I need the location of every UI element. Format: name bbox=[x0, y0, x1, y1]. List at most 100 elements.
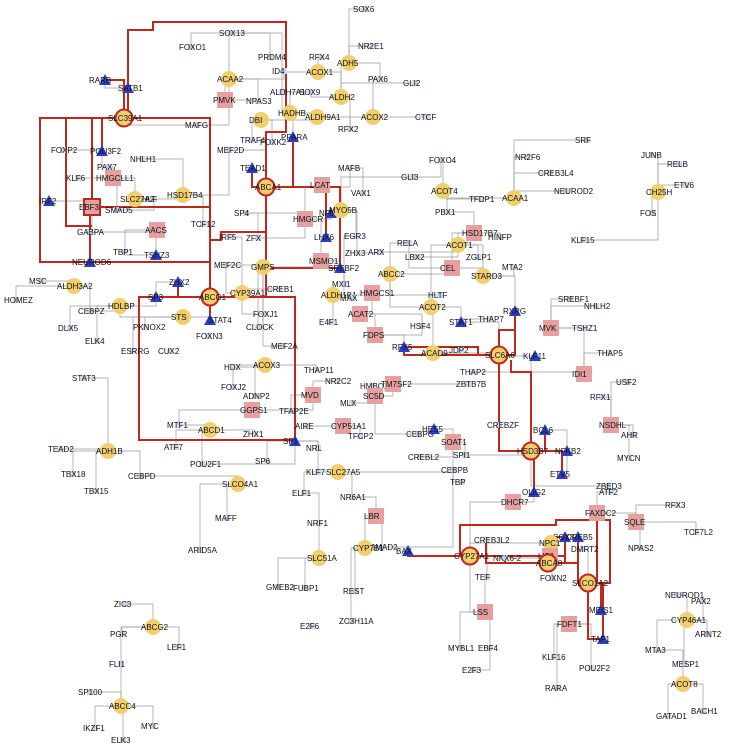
node-zhx2[interactable]: ZHX2 bbox=[169, 276, 190, 287]
node-thap7[interactable]: THAP7 bbox=[478, 315, 504, 324]
node-abca1[interactable]: ABCA1 bbox=[255, 177, 282, 197]
node-msc[interactable]: MSC bbox=[29, 277, 47, 286]
node-gmeb2[interactable]: GMEB2 bbox=[266, 583, 295, 592]
node-taf1[interactable]: TAF1 bbox=[591, 633, 611, 644]
node-hsd17b7[interactable]: HSD17B7 bbox=[462, 225, 498, 241]
node-myc[interactable]: MYC bbox=[141, 722, 159, 731]
node-ggps1[interactable]: GGPS1 bbox=[240, 402, 268, 418]
node-hmbox1[interactable]: HMBOX1 bbox=[360, 382, 394, 391]
node-clock[interactable]: CLOCK bbox=[246, 323, 274, 332]
node-srf[interactable]: SRF bbox=[575, 136, 591, 145]
node-lhx6[interactable]: LHX6 bbox=[314, 231, 335, 242]
node-creb3l2[interactable]: CREB3L2 bbox=[474, 536, 510, 545]
node-hinfp[interactable]: HINFP bbox=[488, 233, 512, 242]
node-thap2[interactable]: THAP2 bbox=[460, 368, 486, 377]
node-ebf4[interactable]: EBF4 bbox=[478, 644, 499, 653]
node-arx[interactable]: ARX bbox=[368, 248, 385, 257]
node-cebpd[interactable]: CEBPD bbox=[128, 472, 156, 481]
node-mycn[interactable]: MYCN bbox=[617, 454, 641, 463]
node-id4[interactable]: ID4 bbox=[272, 67, 287, 76]
node-e2f6[interactable]: E2F6 bbox=[300, 622, 320, 631]
node-cebpz[interactable]: CEBPZ bbox=[78, 307, 105, 316]
node-rest[interactable]: REST bbox=[343, 587, 364, 596]
node-cyp39a1[interactable]: CYP39A1 bbox=[230, 285, 266, 301]
node-pou2f1[interactable]: POU2F1 bbox=[190, 460, 222, 469]
node-ebf3[interactable]: EBF3 bbox=[79, 198, 101, 216]
node-nr2e1[interactable]: NR2E1 bbox=[358, 42, 384, 51]
node-zhx1[interactable]: ZHX1 bbox=[243, 430, 264, 439]
node-acot8[interactable]: ACOT8 bbox=[671, 676, 698, 692]
node-nr2f6[interactable]: NR2F6 bbox=[515, 153, 541, 162]
node-tbp[interactable]: TBP bbox=[450, 478, 466, 487]
node-hltf[interactable]: HLTF bbox=[428, 291, 448, 300]
node-acad9[interactable]: ACAD9 bbox=[421, 345, 448, 361]
node-tfcp2[interactable]: TFCP2 bbox=[348, 432, 374, 441]
node-zbed3[interactable]: ZBED3 bbox=[596, 482, 622, 491]
node-dbi[interactable]: DBI bbox=[249, 112, 269, 128]
node-usf2[interactable]: USF2 bbox=[616, 378, 637, 387]
node-mta3[interactable]: MTA3 bbox=[645, 646, 666, 655]
node-aldh3a2[interactable]: ALDH3A2 bbox=[57, 278, 93, 294]
node-aldh9a1[interactable]: ALDH9A1 bbox=[305, 109, 341, 125]
node-smad2[interactable]: SMAD2 bbox=[370, 543, 398, 552]
node-elf1[interactable]: ELF1 bbox=[292, 489, 312, 498]
node-tm7sf2[interactable]: TM7SF2 bbox=[381, 376, 412, 392]
node-tshz3[interactable]: TSHZ3 bbox=[144, 249, 170, 260]
node-relb[interactable]: RELB bbox=[667, 160, 688, 169]
node-sp3[interactable]: SP3 bbox=[148, 291, 164, 302]
node-tfap2e[interactable]: TFAP2E bbox=[279, 407, 309, 416]
node-lcat[interactable]: LCAT bbox=[310, 177, 330, 193]
node-mxi1[interactable]: MXI1 bbox=[332, 280, 351, 289]
node-esrrg[interactable]: ESRRG bbox=[121, 347, 149, 356]
node-tbp1[interactable]: TBP1 bbox=[113, 248, 134, 257]
node-sox13[interactable]: SOX13 bbox=[219, 29, 245, 38]
node-creb5[interactable]: CREB5 bbox=[566, 531, 593, 542]
node-mtf1[interactable]: MTF1 bbox=[167, 421, 188, 430]
node-acox1[interactable]: ACOX1 bbox=[306, 64, 334, 80]
node-tcf12[interactable]: TCF12 bbox=[191, 220, 216, 229]
node-gmps[interactable]: GMPS bbox=[251, 259, 275, 275]
node-etv6[interactable]: ETV6 bbox=[674, 181, 695, 190]
node-elk4[interactable]: ELK4 bbox=[85, 337, 105, 346]
node-msmo1[interactable]: MSMO1 bbox=[309, 253, 339, 269]
node-klf15[interactable]: KLF15 bbox=[571, 236, 595, 245]
node-klf6[interactable]: KLF6 bbox=[66, 174, 86, 183]
node-rarb[interactable]: RARB bbox=[89, 74, 111, 85]
node-dlx5[interactable]: DLX5 bbox=[58, 324, 79, 333]
node-egr3[interactable]: EGR3 bbox=[344, 232, 366, 241]
node-lbx2[interactable]: LBX2 bbox=[405, 253, 425, 262]
node-rara[interactable]: RARA bbox=[545, 684, 568, 693]
node-adh5[interactable]: ADH5 bbox=[337, 55, 359, 71]
node-soat1[interactable]: SOAT1 bbox=[441, 434, 467, 450]
node-aire[interactable]: AIRE bbox=[295, 422, 314, 431]
node-crebl2[interactable]: CREBL2 bbox=[408, 453, 440, 462]
node-hsd3b7[interactable]: HSD3B7 bbox=[517, 441, 549, 461]
node-tead1[interactable]: TEAD1 bbox=[240, 162, 266, 173]
node-klf16[interactable]: KLF16 bbox=[542, 653, 566, 662]
node-rfx3[interactable]: RFX3 bbox=[665, 501, 686, 510]
node-nhlh1[interactable]: NHLH1 bbox=[130, 155, 157, 164]
node-slc27a2[interactable]: SLC27A2 bbox=[120, 191, 155, 207]
node-acat2[interactable]: ACAT2 bbox=[348, 306, 374, 322]
node-slc27a5[interactable]: SLC27A5 bbox=[326, 464, 361, 480]
node-dhcr7[interactable]: DHCR7 bbox=[501, 494, 529, 510]
node-sp100[interactable]: SP100 bbox=[78, 688, 103, 697]
node-ahr[interactable]: AHR bbox=[621, 431, 638, 440]
node-neurod2[interactable]: NEUROD2 bbox=[554, 187, 594, 196]
node-acaa2[interactable]: ACAA2 bbox=[217, 71, 244, 87]
node-hdlbp[interactable]: HDLBP bbox=[108, 298, 135, 314]
node-srebf1[interactable]: SREBF1 bbox=[558, 295, 590, 304]
node-lss[interactable]: LSS bbox=[473, 604, 493, 620]
node-bcl6[interactable]: BCL6 bbox=[533, 424, 554, 435]
node-abcc4[interactable]: ABCC4 bbox=[109, 698, 136, 714]
node-gli2[interactable]: GLI2 bbox=[403, 79, 421, 88]
node-crebzf[interactable]: CREBZF bbox=[487, 421, 519, 430]
node-irf5[interactable]: IRF5 bbox=[219, 233, 237, 242]
node-mef2c[interactable]: MEF2C bbox=[214, 261, 241, 270]
node-npas3[interactable]: NPAS3 bbox=[246, 97, 272, 106]
node-slco4a1[interactable]: SLCO4A1 bbox=[222, 476, 259, 492]
node-tcf7l2[interactable]: TCF7L2 bbox=[684, 528, 713, 537]
node-ctcf[interactable]: CTCF bbox=[415, 113, 436, 122]
node-atf2[interactable]: ATF2 bbox=[599, 488, 619, 497]
node-pknox2[interactable]: PKNOX2 bbox=[133, 323, 166, 332]
